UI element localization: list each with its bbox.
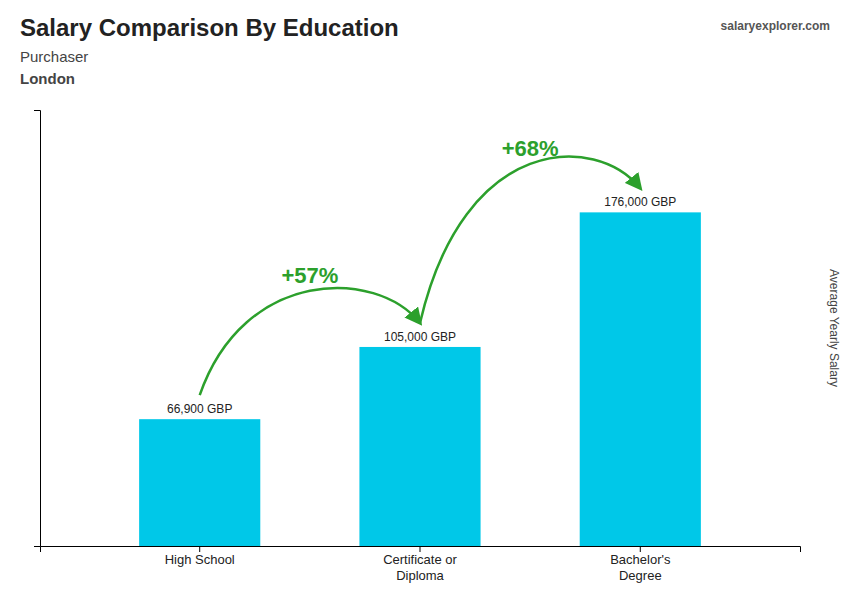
x-tick-label: Certificate orDiploma: [383, 552, 457, 583]
source: salaryexplorer.com: [721, 19, 830, 33]
data-label: 105,000 GBP: [384, 330, 456, 344]
bars: [139, 212, 701, 546]
x-axis-line: [41, 547, 801, 553]
x-tick-label: High School: [165, 552, 235, 567]
x-tick-mark: [199, 546, 200, 552]
x-tick-label-line: Bachelor's: [610, 552, 671, 567]
x-tick-mark: [640, 546, 641, 552]
data-label: 176,000 GBP: [604, 195, 676, 209]
subtitle: London: [20, 70, 75, 87]
x-tick-label-line: Degree: [619, 568, 662, 583]
x-axis: High School Certificate orDiploma Bachelor…: [41, 546, 801, 583]
bar: [359, 347, 480, 546]
x-tick: Bachelor'sDegree: [610, 546, 671, 583]
y-axis: [34, 111, 41, 547]
x-tick-mark: [420, 546, 421, 552]
bar: [580, 212, 701, 546]
data-label: 66,900 GBP: [167, 402, 232, 416]
x-tick: Certificate orDiploma: [383, 546, 457, 583]
x-tick: High School: [165, 546, 235, 567]
y-axis-line: [34, 111, 41, 547]
title: Salary Comparison By Education: [20, 14, 399, 41]
x-tick-label-line: High School: [165, 552, 235, 567]
growth-label: +57%: [281, 263, 338, 288]
growth-arrow: [420, 157, 640, 323]
growth-label: +68%: [502, 136, 559, 161]
plot-area: High School Certificate orDiploma Bachelor…: [34, 111, 801, 583]
data-labels: 66,900 GBP 105,000 GBP 176,000 GBP: [167, 195, 676, 416]
subtitle: Purchaser: [20, 48, 88, 65]
bar: [139, 419, 260, 546]
growth-arcs: +57% +68%: [200, 136, 641, 395]
growth-arrow: [200, 288, 420, 395]
y-axis-title: Average Yearly Salary: [827, 269, 841, 387]
x-tick-label-line: Diploma: [396, 568, 444, 583]
x-tick-label: Bachelor'sDegree: [610, 552, 671, 583]
x-tick-label-line: Certificate or: [383, 552, 457, 567]
chart: Salary Comparison By Education Purchaser L…: [0, 0, 850, 606]
